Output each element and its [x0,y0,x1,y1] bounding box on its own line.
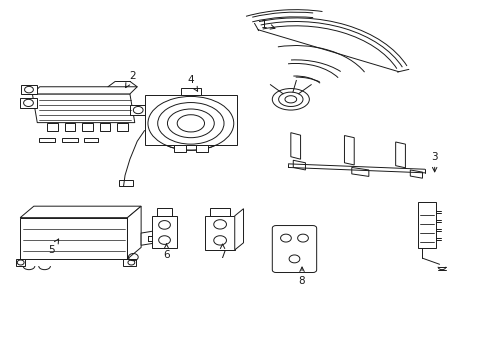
Polygon shape [205,216,234,250]
Polygon shape [141,231,154,245]
Polygon shape [152,208,177,248]
Polygon shape [64,123,75,131]
Polygon shape [195,145,207,152]
Polygon shape [293,160,305,170]
Polygon shape [119,180,133,186]
Polygon shape [290,133,300,159]
Polygon shape [47,123,58,131]
Polygon shape [144,95,237,145]
Polygon shape [210,208,229,216]
Text: 7: 7 [219,244,225,260]
Text: 4: 4 [187,75,197,91]
Polygon shape [351,167,368,176]
Polygon shape [173,145,185,152]
Polygon shape [409,170,422,178]
Polygon shape [20,218,127,259]
Polygon shape [395,142,405,168]
Text: 5: 5 [48,239,59,255]
Polygon shape [20,206,141,218]
Polygon shape [344,135,353,165]
Polygon shape [117,123,128,131]
Polygon shape [39,138,55,142]
Polygon shape [417,202,435,248]
Polygon shape [122,259,136,266]
Polygon shape [83,138,98,142]
Polygon shape [32,94,135,123]
Polygon shape [82,123,93,131]
Polygon shape [61,138,78,142]
Polygon shape [100,123,110,131]
Polygon shape [130,105,147,116]
Text: 8: 8 [298,267,305,286]
Text: 3: 3 [430,152,437,172]
Polygon shape [16,259,25,266]
Text: 2: 2 [125,71,135,87]
Polygon shape [20,98,37,108]
Polygon shape [181,88,200,95]
Polygon shape [127,206,141,259]
FancyBboxPatch shape [272,226,316,273]
Polygon shape [32,87,137,94]
Polygon shape [21,85,37,94]
Text: 1: 1 [261,20,274,30]
Text: 6: 6 [163,244,169,260]
Polygon shape [234,209,243,250]
